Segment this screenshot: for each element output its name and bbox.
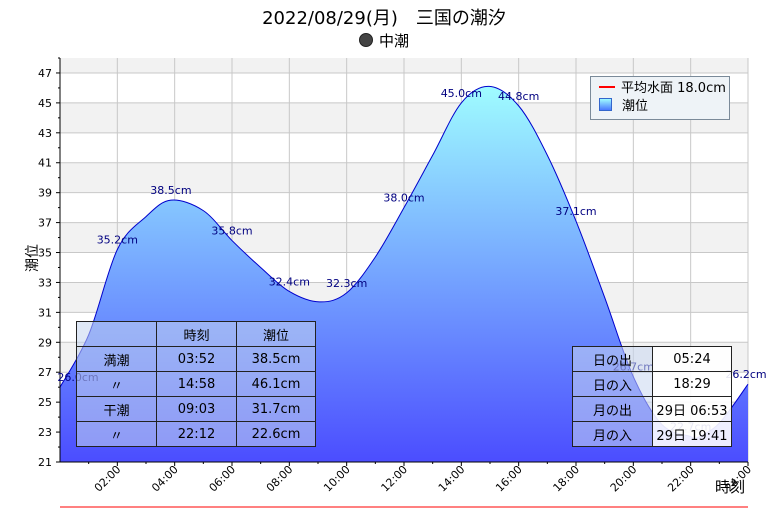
y-tick-label: 37 — [38, 217, 52, 230]
x-tick-label: 18:00 — [551, 463, 583, 495]
y-tick-label: 21 — [38, 456, 52, 469]
y-axis-label: 潮位 — [25, 244, 41, 272]
x-tick-label: 16:00 — [493, 463, 525, 495]
x-tick-label: 20:00 — [608, 463, 640, 495]
data-label: 35.8cm — [211, 225, 252, 238]
chart-title: 2022/08/29(月) 三国の潮汐 — [262, 8, 506, 29]
y-tick-label: 35 — [38, 247, 52, 260]
tide-table: 時刻 潮位 満潮 03:52 38.5cm 〃 14:58 46.1cm 干潮 … — [76, 321, 316, 447]
mean-line-swatch — [599, 86, 615, 88]
sun-moon-row: 月の入 29日 19:41 — [572, 421, 732, 447]
sun-moon-table: 日の出 05:24 日の入 18:29 月の出 29日 06:53 月の入 29… — [572, 346, 732, 447]
tide-table-row: 〃 22:12 22.6cm — [76, 421, 316, 447]
tide-table-header: 時刻 潮位 — [76, 321, 316, 347]
tide-swatch — [599, 98, 612, 111]
tide-table-row: 干潮 09:03 31.7cm — [76, 396, 316, 422]
data-label: 26.2cm — [725, 368, 766, 381]
x-tick-label: 02:00 — [92, 463, 124, 495]
sun-moon-row: 日の入 18:29 — [572, 371, 732, 397]
moon-icon — [358, 33, 373, 47]
y-tick-label: 39 — [38, 187, 52, 200]
y-tick-label: 27 — [38, 366, 52, 379]
y-tick-label: 33 — [38, 276, 52, 289]
y-tick-label: 23 — [38, 426, 52, 439]
data-label: 37.1cm — [555, 205, 596, 218]
y-tick-label: 41 — [38, 157, 52, 170]
x-axis-label: 時刻 — [715, 478, 746, 496]
y-tick-label: 47 — [38, 67, 52, 80]
x-tick-label: 08:00 — [264, 463, 296, 495]
moon-phase-label: 中潮 — [378, 32, 409, 50]
x-tick-label: 06:00 — [207, 463, 239, 495]
tide-table-row: 〃 14:58 46.1cm — [76, 371, 316, 397]
x-tick-label: 14:00 — [436, 463, 468, 495]
tide-table-row: 満潮 03:52 38.5cm — [76, 346, 316, 372]
sun-moon-row: 日の出 05:24 — [572, 346, 732, 372]
data-label: 32.3cm — [326, 277, 367, 290]
data-label: 38.5cm — [150, 184, 191, 197]
y-tick-label: 29 — [38, 336, 52, 349]
data-label: 38.0cm — [383, 192, 424, 205]
x-tick-label: 12:00 — [379, 463, 411, 495]
moon-phase: 中潮 — [0, 30, 768, 51]
data-label: 32.4cm — [269, 275, 310, 288]
x-tick-label: 04:00 — [149, 463, 181, 495]
y-tick-label: 31 — [38, 306, 52, 319]
data-label: 35.2cm — [97, 234, 138, 247]
y-tick-label: 25 — [38, 396, 52, 409]
sun-moon-row: 月の出 29日 06:53 — [572, 396, 732, 422]
y-tick-label: 45 — [38, 97, 52, 110]
x-tick-label: 22:00 — [665, 463, 697, 495]
legend-item-tide: 潮位 — [599, 98, 648, 116]
legend-item-mean: 平均水面 18.0cm — [599, 80, 726, 98]
data-label: 45.0cm — [441, 87, 482, 100]
data-label: 44.8cm — [498, 90, 539, 103]
y-tick-label: 43 — [38, 127, 52, 140]
x-tick-label: 10:00 — [321, 463, 353, 495]
legend: 平均水面 18.0cm 潮位 — [590, 76, 730, 120]
